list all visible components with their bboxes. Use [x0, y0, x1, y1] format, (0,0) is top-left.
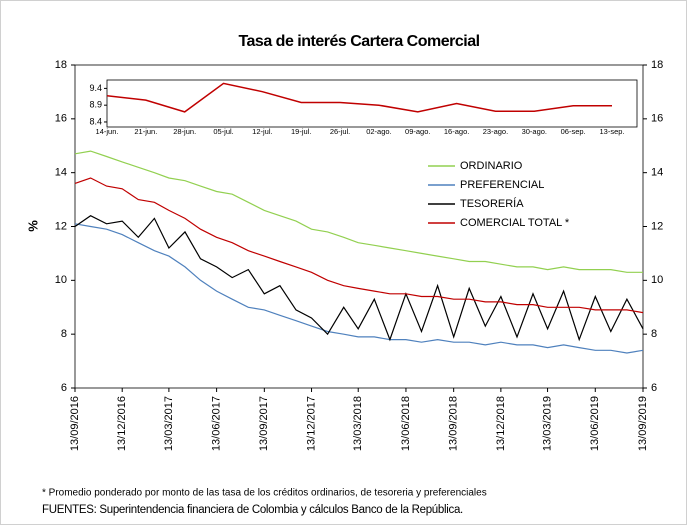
inset-x-tick-label: 19-jul.: [291, 127, 311, 136]
legend-label: ORDINARIO: [460, 160, 523, 172]
y-tick-label: 16: [55, 113, 67, 125]
inset-line: [106, 82, 612, 113]
y-tick-label: 8: [61, 328, 67, 340]
chart-title: Tasa de interés Cartera Comercial: [238, 33, 479, 50]
y2-tick-label: 12: [651, 220, 663, 232]
y-tick-label: 10: [55, 274, 67, 286]
y2-tick-label: 10: [651, 274, 663, 286]
y-tick-label: 6: [61, 382, 67, 394]
inset-x-tick-label: 16-ago.: [444, 127, 469, 136]
x-tick-label: 13/12/2016: [116, 396, 128, 451]
series-line: [74, 177, 644, 314]
x-tick-label: 13/09/2018: [448, 396, 460, 451]
inset-y-tick-label: 9.4: [89, 83, 102, 93]
y2-tick-label: 8: [651, 328, 657, 340]
x-tick-label: 13/03/2019: [541, 396, 553, 451]
x-tick-label: 13/06/2018: [400, 396, 412, 451]
inset-x-tick-label: 09-ago.: [405, 127, 430, 136]
y2-tick-label: 16: [651, 113, 663, 125]
inset-x-tick-label: 06-sep.: [561, 127, 586, 136]
source: FUENTES: Superintendencia financiera de …: [42, 504, 463, 516]
inset-x-tick-label: 14-jun.: [96, 127, 119, 136]
inset-x-tick-label: 23-ago.: [483, 127, 508, 136]
series-line: [74, 223, 644, 354]
inset-x-tick-label: 13-sep.: [599, 127, 624, 136]
inset-y-tick-label: 8.9: [89, 100, 102, 110]
y-tick-label: 14: [55, 167, 67, 179]
y-tick-label: 12: [55, 220, 67, 232]
series-line: [74, 215, 644, 342]
inset-x-tick-label: 21-jun.: [134, 127, 157, 136]
y-axis-label: %: [25, 220, 40, 232]
inset-x-tick-label: 30-ago.: [522, 127, 547, 136]
y2-tick-label: 18: [651, 59, 663, 71]
x-tick-label: 13/12/2017: [305, 396, 317, 451]
inset-x-tick-label: 28-jun.: [173, 127, 196, 136]
inset-x-tick-label: 05-jul.: [213, 127, 233, 136]
x-tick-label: 13/06/2017: [211, 396, 223, 451]
inset-x-tick-label: 02-ago.: [366, 127, 391, 136]
inset-x-tick-label: 12-jul.: [252, 127, 272, 136]
x-tick-label: 13/09/2017: [258, 396, 270, 451]
y2-tick-label: 6: [651, 382, 657, 394]
x-tick-label: 13/12/2018: [495, 396, 507, 451]
footnote: * Promedio ponderado por monto de las ta…: [42, 488, 487, 499]
legend-label: PREFERENCIAL: [460, 179, 544, 191]
x-tick-label: 13/03/2018: [352, 396, 364, 451]
legend-label: TESORERÍA: [460, 197, 524, 210]
series-line: [74, 150, 643, 273]
legend-label: COMERCIAL TOTAL *: [460, 217, 570, 229]
x-tick-label: 13/03/2017: [163, 396, 175, 451]
y-tick-label: 18: [55, 59, 67, 71]
x-tick-label: 13/09/2016: [69, 396, 81, 451]
inset-x-tick-label: 26-jul.: [330, 127, 350, 136]
inset-y-tick-label: 8.4: [89, 116, 102, 126]
x-tick-label: 13/06/2019: [589, 396, 601, 451]
x-tick-label: 13/09/2019: [637, 396, 649, 451]
inset-area: [106, 79, 638, 128]
y2-tick-label: 14: [651, 167, 663, 179]
